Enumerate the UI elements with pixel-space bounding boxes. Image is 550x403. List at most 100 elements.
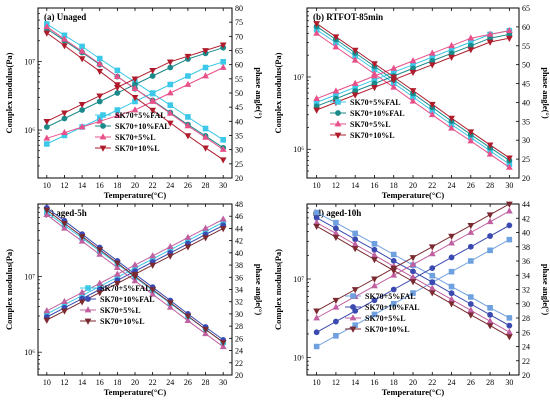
phase-point — [371, 72, 378, 79]
x-tick-label: 24 — [166, 378, 174, 387]
modulus-point — [166, 303, 174, 310]
modulus-point — [428, 290, 436, 297]
modulus-point — [505, 328, 513, 335]
modulus-point — [448, 124, 455, 131]
phase-point — [202, 72, 209, 79]
x-tick-label: 16 — [370, 378, 378, 387]
panel-title: (c) aged-5h — [44, 208, 87, 218]
y2-tick-label: 30 — [522, 136, 530, 145]
modulus-point — [390, 251, 397, 258]
phase-point — [78, 123, 86, 130]
y2-tick-label: 65 — [235, 47, 243, 56]
x-tick-label: 20 — [131, 181, 139, 190]
y2-tick-label: 42 — [522, 214, 530, 223]
phase-point — [78, 288, 86, 295]
modulus-point — [409, 88, 417, 95]
phase-point — [467, 34, 475, 41]
phase-point — [96, 98, 103, 105]
modulus-point — [78, 234, 86, 241]
phase-point — [219, 215, 227, 222]
modulus-point — [506, 322, 513, 329]
phase-point — [149, 262, 157, 269]
phase-point — [487, 247, 493, 254]
y-tick-label: 10⁶ — [24, 348, 35, 357]
y2-tick-label: 45 — [522, 80, 530, 89]
x-tick-label: 10 — [43, 378, 51, 387]
y2-tick-label: 45 — [235, 103, 243, 112]
modulus-point — [313, 29, 321, 36]
modulus-point — [448, 283, 455, 290]
x-tick-label: 22 — [149, 378, 157, 387]
phase-point — [61, 308, 68, 315]
phase-point — [184, 233, 192, 240]
phase-point — [61, 297, 68, 305]
legend-swatch-marker — [335, 110, 341, 116]
x-tick-label: 18 — [390, 378, 398, 387]
modulus-point — [505, 155, 513, 162]
phase-point — [96, 93, 104, 100]
chart-panel-3: 10 12 14 16 18 20 22 24 26 28 30 Temperature(°C) 10⁶… — [4, 200, 264, 397]
y2-tick-label: 60 — [522, 23, 530, 32]
modulus-point — [96, 250, 104, 257]
y2-tick-label: 50 — [522, 61, 530, 70]
phase-point — [113, 84, 121, 92]
modulus-point — [467, 306, 475, 313]
legend: SK70+5%FAL SK70+10%FAL SK70+5%L SK70+10%L — [80, 284, 155, 326]
legend-label: SK70+10%FAL — [115, 122, 170, 131]
phase-point — [468, 258, 474, 264]
x-tick-label: 14 — [78, 378, 86, 387]
phase-point — [313, 107, 321, 114]
phase-point — [113, 281, 121, 288]
phase-point — [184, 53, 192, 60]
modulus-point — [202, 329, 209, 337]
modulus-point — [43, 207, 51, 214]
x-tick-label: 26 — [467, 378, 475, 387]
chart-panel-2: 10 12 14 16 18 20 22 24 26 28 30 Temperature(°C) 10⁶… — [273, 4, 550, 200]
phase-point — [96, 290, 104, 297]
x-tick-label: 30 — [219, 378, 227, 387]
modulus-point — [351, 56, 359, 63]
phase-point — [410, 290, 416, 296]
modulus-point — [219, 342, 227, 350]
modulus-point — [202, 125, 209, 132]
legend-label: SK70+10%L — [115, 144, 160, 153]
phase-point — [184, 244, 192, 251]
modulus-point — [61, 221, 68, 228]
y2-tick-label: 40 — [522, 98, 530, 107]
x-tick-label: 14 — [351, 181, 359, 190]
x-tick-label: 22 — [149, 181, 157, 190]
y2-tick-label: 40 — [235, 249, 243, 258]
phase-point — [61, 115, 68, 122]
y2-axis-label: phase angle(°) — [541, 264, 550, 316]
modulus-point — [219, 145, 227, 152]
modulus-point — [185, 114, 191, 120]
phase-point — [505, 201, 513, 208]
modulus-point — [96, 55, 103, 62]
phase-point — [448, 233, 455, 240]
modulus-point — [184, 316, 192, 324]
modulus-point — [78, 237, 86, 244]
phase-point — [486, 39, 494, 46]
phase-point — [43, 124, 50, 130]
y2-tick-label: 25 — [522, 155, 530, 164]
phase-point — [486, 212, 494, 219]
modulus-point — [149, 287, 157, 294]
modulus-point — [78, 47, 86, 54]
phase-point — [487, 233, 493, 239]
modulus-point — [167, 102, 174, 109]
phase-point — [351, 287, 359, 294]
phase-point — [313, 329, 320, 336]
phase-point — [219, 63, 227, 70]
x-tick-label: 20 — [131, 378, 139, 387]
legend-swatch-marker — [349, 326, 357, 333]
panel-title: (b) RTFOT-85min — [313, 12, 383, 22]
y2-tick-label: 46 — [235, 212, 243, 221]
y2-axis-label: phase angle(°) — [541, 67, 550, 119]
modulus-point — [61, 43, 68, 50]
phase-point — [43, 317, 51, 324]
phase-point — [428, 62, 436, 69]
phase-point — [43, 118, 51, 126]
phase-point — [390, 64, 398, 71]
x-tick-label: 12 — [60, 181, 68, 190]
modulus-point — [428, 101, 436, 108]
